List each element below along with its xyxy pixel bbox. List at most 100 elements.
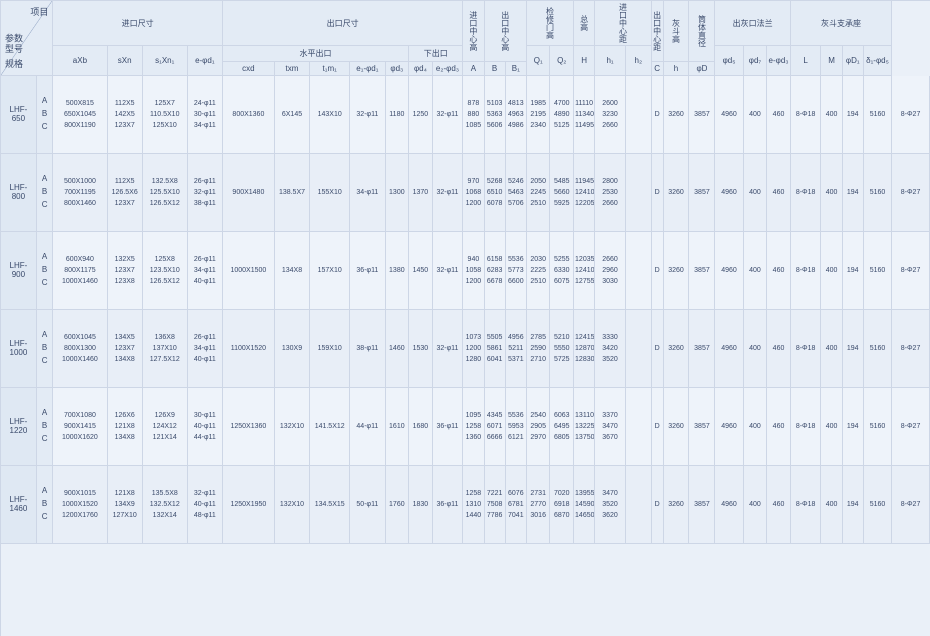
col-s1xn1: s₁Xn₁ [142, 46, 187, 76]
data-cell: 8-Φ27 [892, 154, 930, 232]
data-cell: 3857 [689, 154, 715, 232]
data-cell: 1300 [385, 154, 409, 232]
data-cell: 606364956805 [550, 388, 574, 466]
data-cell: 120351241012755 [574, 232, 595, 310]
data-cell: 194 [842, 388, 863, 466]
data-cell: 38-φ11 [350, 310, 385, 388]
data-cell: 159X10 [310, 310, 350, 388]
data-cell: 121X8134X9127X10 [107, 466, 142, 544]
table-body: LHF-650ABC500X815650X1045800X1190112X514… [1, 76, 930, 544]
hdr-g10: 筒体直径 [689, 1, 715, 62]
data-cell: 107312001280 [463, 310, 484, 388]
data-cell: 32-φ11 [432, 232, 463, 310]
hdr-outlet: 出口尺寸 [222, 1, 462, 46]
data-cell: 400 [743, 310, 767, 388]
data-cell: 333034203520 [595, 310, 626, 388]
data-cell: 8-Φ27 [892, 232, 930, 310]
data-cell: 36-φ11 [432, 388, 463, 466]
data-cell: 3260 [663, 466, 689, 544]
data-cell: 32-φ11 [432, 310, 463, 388]
data-cell: 1250X1360 [222, 388, 274, 466]
data-cell: 400 [821, 154, 842, 232]
col-e1phi: e₁-φd₁ [350, 62, 385, 76]
data-cell: 254029052970 [526, 388, 550, 466]
variant-cell: ABC [36, 76, 52, 154]
data-cell: 1000X1500 [222, 232, 274, 310]
data-cell [625, 154, 651, 232]
col-L: L [790, 46, 821, 76]
data-cell: 347035203620 [595, 466, 626, 544]
col-h2: h₂ [625, 46, 651, 76]
col-phiD1: φD₁ [842, 46, 863, 76]
data-cell: 194 [842, 310, 863, 388]
data-cell: 607667817041 [505, 466, 526, 544]
data-cell: 1370 [409, 154, 433, 232]
table-header: 项目 参数 型号规格 进口尺寸 出口尺寸 进口中心高 出口中心高 检修门高 总高… [1, 1, 930, 76]
data-cell: 8-Φ18 [790, 76, 821, 154]
data-cell: 125813101440 [463, 466, 484, 544]
data-cell: 125X8123.5X10126.5X12 [142, 232, 187, 310]
data-cell: 400 [743, 76, 767, 154]
data-cell: 5160 [863, 466, 891, 544]
hdr-bottom-outlet: 下出口 [409, 46, 463, 62]
data-cell: 132.5X8125.5X10126.5X12 [142, 154, 187, 232]
data-cell: 1450 [409, 232, 433, 310]
data-cell: 548556605925 [550, 154, 574, 232]
model-cell: LHF-1460 [1, 466, 36, 544]
data-cell: 6X145 [274, 76, 309, 154]
data-cell: 400 [821, 466, 842, 544]
data-cell: 278525902710 [526, 310, 550, 388]
col-M: M [821, 46, 842, 76]
col-ephi3: e-φd₃ [767, 46, 791, 76]
data-cell: 460 [767, 76, 791, 154]
data-cell: 32-φ11 [350, 76, 385, 154]
data-cell: 135.5X8132.5X12132X14 [142, 466, 187, 544]
col-t1m1: t₁m₁ [310, 62, 350, 76]
data-cell: 136X8137X10127.5X12 [142, 310, 187, 388]
data-cell: 900X10151000X15201200X1760 [53, 466, 107, 544]
data-cell: D [651, 154, 663, 232]
col-axb: aXb [53, 46, 107, 76]
data-cell: 700X1080900X14151000X1620 [53, 388, 107, 466]
data-cell: 1530 [409, 310, 433, 388]
model-cell: LHF-900 [1, 232, 36, 310]
hdr-g8: 出口中心距 [651, 1, 663, 62]
data-cell: 32-φ11 [432, 76, 463, 154]
data-cell: 400 [743, 466, 767, 544]
data-cell: 337034703670 [595, 388, 626, 466]
table-row: LHF-900ABC600X940800X11751000X1460132X51… [1, 232, 930, 310]
data-cell: 26-φ1134-φ1140-φ11 [187, 232, 222, 310]
data-cell: 109512581360 [463, 388, 484, 466]
col-txm: txm [274, 62, 309, 76]
data-cell: 50-φ11 [350, 466, 385, 544]
data-cell: 8-Φ18 [790, 154, 821, 232]
data-cell: 521055505725 [550, 310, 574, 388]
data-cell: 4960 [715, 154, 743, 232]
col-q2: Q₂ [550, 46, 574, 76]
data-cell: D [651, 232, 663, 310]
data-cell: 510353635606 [484, 76, 505, 154]
data-cell: 8-Φ18 [790, 232, 821, 310]
data-cell: 4960 [715, 466, 743, 544]
data-cell: 131101322513750 [574, 388, 595, 466]
col-sxn: sXn [107, 46, 142, 76]
data-cell: 400 [821, 232, 842, 310]
hdr-g3: 进口中心高 [463, 1, 484, 62]
data-cell: 460 [767, 232, 791, 310]
table-row: LHF-800ABC500X1000700X1195800X1460112X51… [1, 154, 930, 232]
data-cell: 3260 [663, 154, 689, 232]
variant-cell: ABC [36, 310, 52, 388]
data-cell: 134X5123X7134X8 [107, 310, 142, 388]
data-cell [625, 388, 651, 466]
data-cell: 3260 [663, 76, 689, 154]
table-row: LHF-650ABC500X815650X1045800X1190112X514… [1, 76, 930, 154]
data-cell: 702069186870 [550, 466, 574, 544]
data-cell: 524654635706 [505, 154, 526, 232]
variant-cell: ABC [36, 154, 52, 232]
data-cell: 1830 [409, 466, 433, 544]
hdr-g11: 出灰口法兰 [715, 1, 790, 46]
data-cell: 3260 [663, 232, 689, 310]
data-cell: 900X1480 [222, 154, 274, 232]
corner-top: 项目 [30, 5, 48, 18]
data-cell: 32-φ11 [432, 154, 463, 232]
